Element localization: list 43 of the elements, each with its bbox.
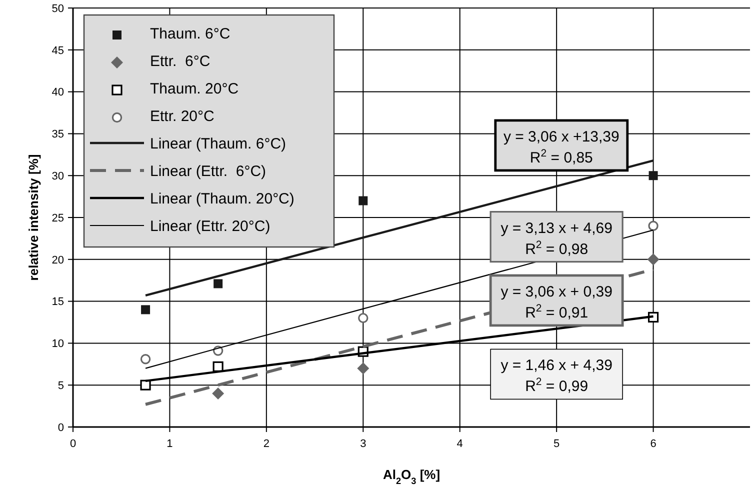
y-tick-label: 15 [52, 296, 64, 308]
x-tick-label: 4 [456, 438, 463, 450]
legend-label: Ettr. 6°C [150, 52, 210, 70]
point [140, 380, 151, 390]
annotation: y = 3,06 x + 0,39 R$^{2}$ = 0,91 [500, 283, 612, 322]
legend-label: Linear (Thaum. 20°C) [150, 190, 294, 208]
y-tick-label: 40 [52, 86, 64, 99]
y-tick-label: 25 [52, 212, 64, 224]
legend-label: Linear (Ettr. 20°C) [150, 218, 270, 235]
y-tick-label: 10 [52, 338, 64, 350]
point [648, 171, 658, 180]
annotation: y = 1,46 x + 4,39 R$^{2}$ = 0,99 [500, 357, 612, 396]
legend-label: Ettr. 20°C [150, 108, 215, 125]
point [141, 305, 150, 314]
x-axis-title: Al$_{2}$O$_{3}$ [%] [382, 467, 440, 486]
y-tick-label: 30 [52, 170, 64, 182]
legend-label: Thaum. 6°C [150, 25, 230, 42]
point [358, 196, 368, 206]
point [358, 312, 368, 324]
x-tick-label: 5 [554, 438, 560, 450]
y-axis-title: relative intensity [%] [26, 154, 41, 281]
x-tick-label: 0 [70, 438, 76, 450]
y-tick-label: 45 [52, 44, 64, 57]
point [648, 220, 658, 231]
point [140, 354, 151, 364]
x-tick-label: 6 [650, 438, 656, 450]
y-tick-label: 20 [52, 254, 64, 266]
point [357, 362, 370, 374]
annotation: y = 3,13 x + 4,69 R$^{2}$ = 0,98 [500, 220, 612, 258]
y-tick-label: 5 [58, 380, 64, 392]
x-tick-label: 2 [263, 438, 270, 450]
legend-label: Linear (Thaum. 6°C) [150, 135, 286, 152]
y-tick-label: 35 [52, 128, 64, 141]
y-tick-label: 50 [52, 2, 64, 15]
point [212, 387, 224, 400]
annotation: y = 3,06 x +13,39 R$^{2}$ = 0,85 [503, 128, 620, 166]
point [647, 253, 660, 266]
point [214, 279, 223, 288]
legend-label: Linear (Ettr. 6°C) [150, 162, 266, 180]
y-tick-label: 0 [58, 422, 64, 434]
legend-label: Thaum. 20°C [150, 80, 239, 98]
x-tick-label: 3 [360, 438, 366, 450]
x-tick-label: 1 [166, 438, 173, 450]
